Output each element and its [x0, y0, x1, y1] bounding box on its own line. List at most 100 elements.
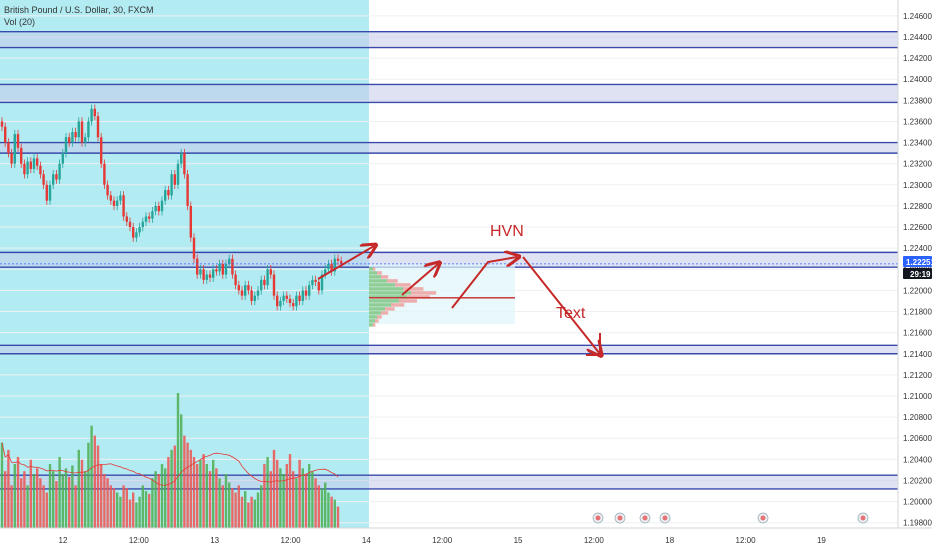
price-tick-label: 1.19800 [903, 519, 932, 528]
candle-body [125, 216, 128, 222]
candle-body [327, 264, 330, 270]
volume-bar [48, 464, 52, 528]
volume-bar [68, 476, 71, 528]
price-tick-label: 1.24400 [903, 33, 932, 42]
candle-body [20, 147, 23, 164]
candle-body [132, 227, 135, 238]
price-tick-label: 1.23200 [903, 160, 932, 169]
volume-bar [276, 459, 279, 528]
event-flag-dot [617, 515, 623, 521]
volume-bar [311, 471, 314, 528]
candle-body [90, 108, 93, 122]
volume-bar [266, 456, 269, 528]
candle-body [61, 153, 64, 164]
annotation-text-label[interactable]: Text [556, 305, 586, 322]
time-tick-label: 14 [362, 536, 371, 545]
volume-indicator-label[interactable]: Vol (20) [4, 17, 36, 27]
volume-bar [42, 485, 45, 528]
volume-bar [74, 485, 77, 528]
volume-bar [269, 471, 272, 528]
price-tick-label: 1.23400 [903, 139, 932, 148]
profile-bar-sell [403, 287, 424, 291]
volume-bar [148, 493, 151, 528]
candle-body [112, 200, 116, 206]
volume-bar [160, 464, 164, 528]
price-tick-label: 1.24600 [903, 12, 932, 21]
volume-bar [292, 471, 295, 528]
trend-arrows[interactable] [317, 246, 600, 355]
candle-body [330, 264, 333, 272]
economic-events[interactable] [592, 512, 869, 524]
candle-body [68, 137, 71, 143]
volume-bar [52, 471, 55, 528]
candle-body [183, 153, 186, 175]
volume-bar [173, 445, 176, 528]
volume-bar [285, 464, 288, 528]
time-axis[interactable]: 12 12:00 13 12:00 14 12:00 15 12:00 18 12:00 19 [0, 527, 932, 550]
volume-bar [256, 492, 260, 528]
candle-body [77, 121, 80, 138]
profile-bar-buy [369, 287, 403, 291]
candle-body [52, 174, 55, 185]
volume-bar [295, 478, 298, 528]
profile-bar-sell [381, 275, 389, 279]
volume-bar [157, 474, 160, 528]
candle-body [10, 153, 13, 164]
candle-body [74, 132, 77, 138]
candle-body [45, 184, 48, 201]
volume-bar [263, 464, 266, 528]
volume-bar [196, 464, 199, 528]
candles [0, 104, 898, 311]
profile-bar-sell [373, 267, 376, 271]
volume-bar [228, 482, 231, 528]
candle-body [29, 161, 32, 169]
price-tick-label: 1.20600 [903, 434, 932, 443]
candle-body [71, 132, 74, 143]
volume-bar [84, 471, 87, 528]
candle-body [288, 298, 292, 304]
time-tick-label: 12:00 [281, 536, 302, 545]
zone-band [0, 31, 898, 48]
candle-body [231, 258, 234, 275]
profile-bar-buy [369, 283, 395, 287]
support-resistance-zones[interactable] [0, 30, 898, 490]
candle-body [256, 290, 260, 296]
candle-body [333, 258, 336, 272]
candle-body [141, 221, 144, 228]
volume-bar [282, 474, 285, 528]
volume-bar [93, 435, 96, 528]
event-flag-dot [860, 515, 866, 521]
volume-bars [0, 393, 340, 528]
candle-body [106, 184, 109, 196]
volume-bar [138, 496, 141, 528]
profile-bar-buy [369, 299, 399, 303]
candle-body [320, 274, 324, 291]
profile-bar-sell [399, 299, 417, 303]
volume-bar [272, 449, 276, 528]
candle-body [64, 137, 68, 154]
volume-bar [208, 471, 212, 528]
annotation-hvn-label[interactable]: HVN [490, 223, 524, 240]
zone-band [0, 142, 898, 154]
price-tick-label: 1.23800 [903, 96, 932, 105]
profile-bar-buy [369, 271, 377, 275]
volume-bar [308, 464, 311, 528]
candle-body [96, 116, 100, 138]
candle-body [26, 161, 29, 175]
volume-bar [221, 485, 224, 528]
profile-bar-buy [369, 323, 373, 327]
candle-body [282, 295, 285, 301]
symbol-title[interactable]: British Pound / U.S. Dollar, 30, FXCM [4, 5, 154, 15]
volume-bar [170, 449, 173, 528]
candle-body [221, 264, 224, 275]
volume-bar [100, 464, 103, 528]
price-tick-label: 1.21800 [903, 308, 932, 317]
time-tick-label: 12 [59, 536, 68, 545]
current-price-badge: 1.22251 29:19 [903, 256, 932, 279]
volume-bar [103, 474, 106, 528]
candle-body [314, 279, 317, 282]
volume-bar [26, 485, 29, 528]
profile-bar-sell [377, 315, 382, 319]
candle-body [237, 285, 240, 291]
